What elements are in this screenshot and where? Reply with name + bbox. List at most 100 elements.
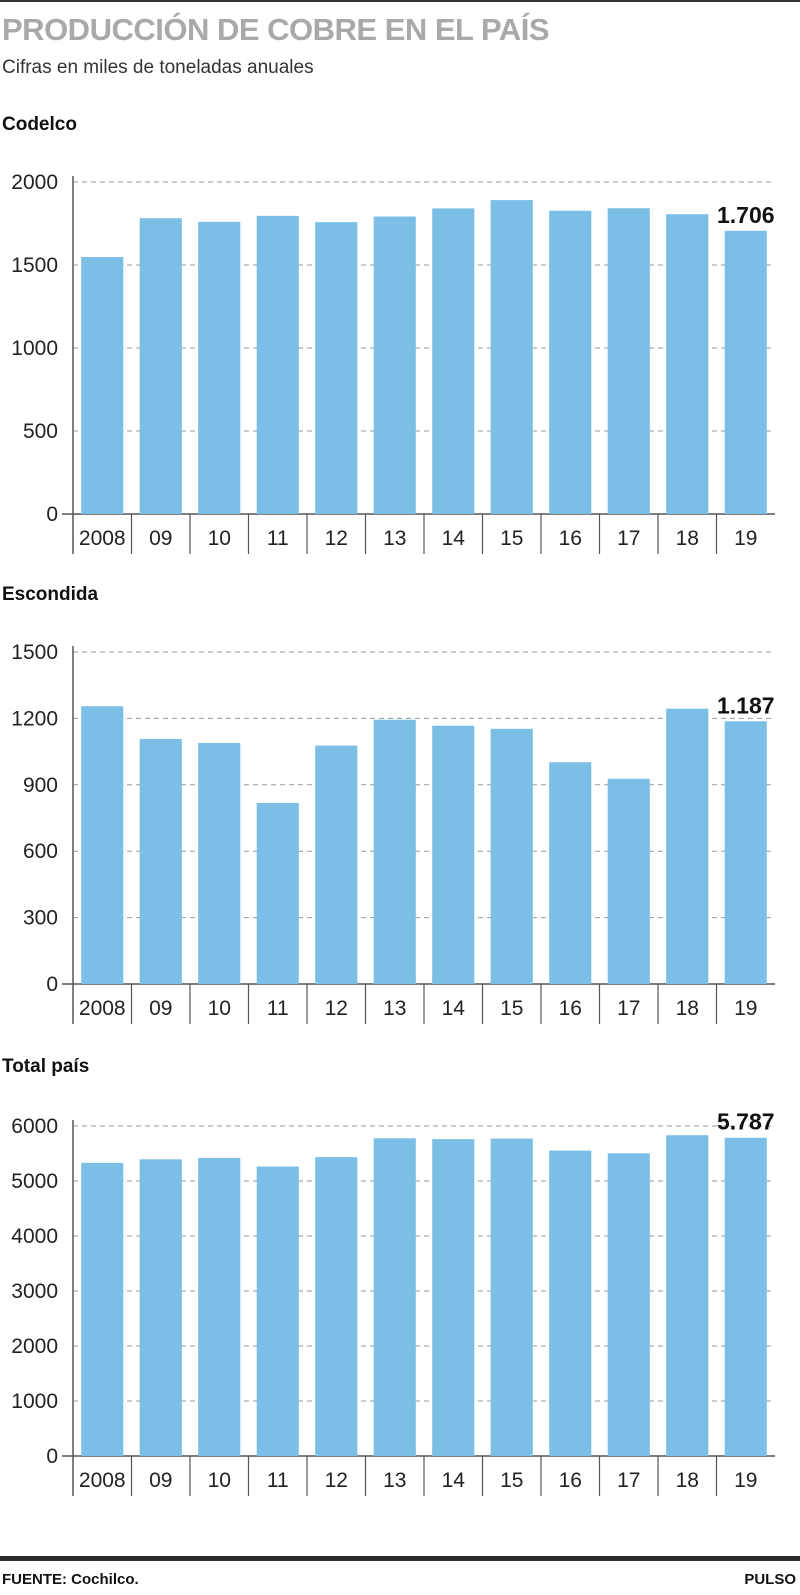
bar <box>373 719 416 984</box>
y-tick-label: 1000 <box>11 1390 58 1413</box>
x-tick-label: 14 <box>442 1469 466 1492</box>
y-tick-label: 300 <box>23 907 58 930</box>
chart-title: PRODUCCIÓN DE COBRE EN EL PAÍS <box>2 12 550 47</box>
x-tick-label: 10 <box>208 527 231 550</box>
bar <box>139 218 182 515</box>
bar <box>81 1162 124 1456</box>
bar <box>373 1138 416 1456</box>
x-tick-label: 2008 <box>79 997 126 1020</box>
x-tick-label: 13 <box>383 527 406 550</box>
x-tick-label: 18 <box>676 527 699 550</box>
y-tick-label: 900 <box>23 774 58 797</box>
bar <box>432 1139 475 1456</box>
x-tick-label: 14 <box>442 997 466 1020</box>
bar <box>256 1166 299 1456</box>
y-tick-label: 4000 <box>11 1225 58 1248</box>
x-tick-label: 12 <box>325 997 348 1020</box>
x-tick-label: 18 <box>676 997 699 1020</box>
y-tick-label: 3000 <box>11 1280 58 1303</box>
bar <box>198 221 241 514</box>
bar <box>81 706 124 984</box>
x-tick-label: 17 <box>617 1469 640 1492</box>
bar <box>432 208 475 515</box>
x-tick-label: 19 <box>734 997 757 1020</box>
x-tick-label: 13 <box>383 1469 406 1492</box>
bar <box>549 762 592 984</box>
x-tick-label: 17 <box>617 527 640 550</box>
x-tick-label: 09 <box>149 997 172 1020</box>
bar <box>432 725 475 984</box>
bottom-rule <box>0 1556 800 1561</box>
x-tick-label: 12 <box>325 1469 348 1492</box>
x-tick-label: 16 <box>559 997 582 1020</box>
bar <box>607 778 650 984</box>
bar <box>490 728 533 984</box>
x-tick-label: 2008 <box>79 527 126 550</box>
y-tick-label: 1200 <box>11 707 58 730</box>
x-tick-label: 10 <box>208 997 231 1020</box>
y-tick-label: 2000 <box>11 171 58 194</box>
x-tick-label: 15 <box>500 1469 523 1492</box>
bar <box>490 200 533 514</box>
x-tick-label: 17 <box>617 997 640 1020</box>
y-tick-label: 600 <box>23 840 58 863</box>
bar <box>373 216 416 514</box>
source-note: FUENTE: Cochilco. <box>2 1571 139 1588</box>
x-tick-label: 2008 <box>79 1469 126 1492</box>
x-tick-label: 09 <box>149 1469 172 1492</box>
y-tick-label: 1500 <box>11 254 58 277</box>
x-tick-label: 14 <box>442 527 466 550</box>
x-tick-label: 19 <box>734 527 757 550</box>
value-callout: 1.187 <box>717 692 775 718</box>
y-tick-label: 0 <box>46 503 58 526</box>
x-tick-label: 11 <box>267 1469 289 1492</box>
y-tick-label: 6000 <box>11 1115 58 1138</box>
y-tick-label: 0 <box>46 1445 58 1468</box>
bar <box>198 742 241 984</box>
bar <box>724 230 767 514</box>
bar <box>607 208 650 514</box>
bar <box>139 1159 182 1456</box>
bar <box>724 721 767 984</box>
bar <box>724 1137 767 1456</box>
x-tick-label: 16 <box>559 1469 582 1492</box>
y-tick-label: 1000 <box>11 337 58 360</box>
value-callout: 1.706 <box>717 202 775 228</box>
x-tick-label: 19 <box>734 1469 757 1492</box>
panel-title-escondida: Escondida <box>2 584 99 605</box>
bar <box>198 1157 241 1456</box>
bar <box>81 257 124 514</box>
bar <box>607 1153 650 1456</box>
panel-title-codelco: Codelco <box>2 114 77 135</box>
x-tick-label: 10 <box>208 1469 231 1492</box>
bar-chart-total: 0 1000 2000 3000 4000 5000 6000 2008 09 10 11 12 13 1… <box>11 1109 775 1496</box>
y-tick-label: 500 <box>23 420 58 443</box>
y-tick-label: 0 <box>46 973 58 996</box>
bar <box>256 215 299 514</box>
chart-subtitle: Cifras en miles de toneladas anuales <box>2 57 314 78</box>
brand-name: PULSO <box>744 1571 796 1588</box>
bar <box>666 708 709 984</box>
bar <box>139 738 182 984</box>
bar <box>666 214 709 515</box>
bar <box>549 210 592 514</box>
x-tick-label: 11 <box>267 527 289 550</box>
bar-chart-escondida: 0 300 600 900 1200 1500 2008 09 10 11 12 13 14 15 16 17… <box>11 641 775 1024</box>
y-tick-label: 5000 <box>11 1170 58 1193</box>
value-callout: 5.787 <box>717 1109 775 1135</box>
y-tick-label: 1500 <box>11 641 58 664</box>
panel-title-total: Total país <box>2 1056 90 1077</box>
x-tick-label: 12 <box>325 527 348 550</box>
top-rule <box>0 0 800 2</box>
bar <box>315 745 358 984</box>
x-tick-label: 18 <box>676 1469 699 1492</box>
bar <box>549 1150 592 1456</box>
bar <box>315 1157 358 1456</box>
x-tick-label: 15 <box>500 527 523 550</box>
x-tick-label: 11 <box>267 997 289 1020</box>
x-tick-label: 15 <box>500 997 523 1020</box>
bar <box>315 222 358 514</box>
bar <box>666 1135 709 1456</box>
bar <box>256 802 299 984</box>
x-tick-label: 09 <box>149 527 172 550</box>
